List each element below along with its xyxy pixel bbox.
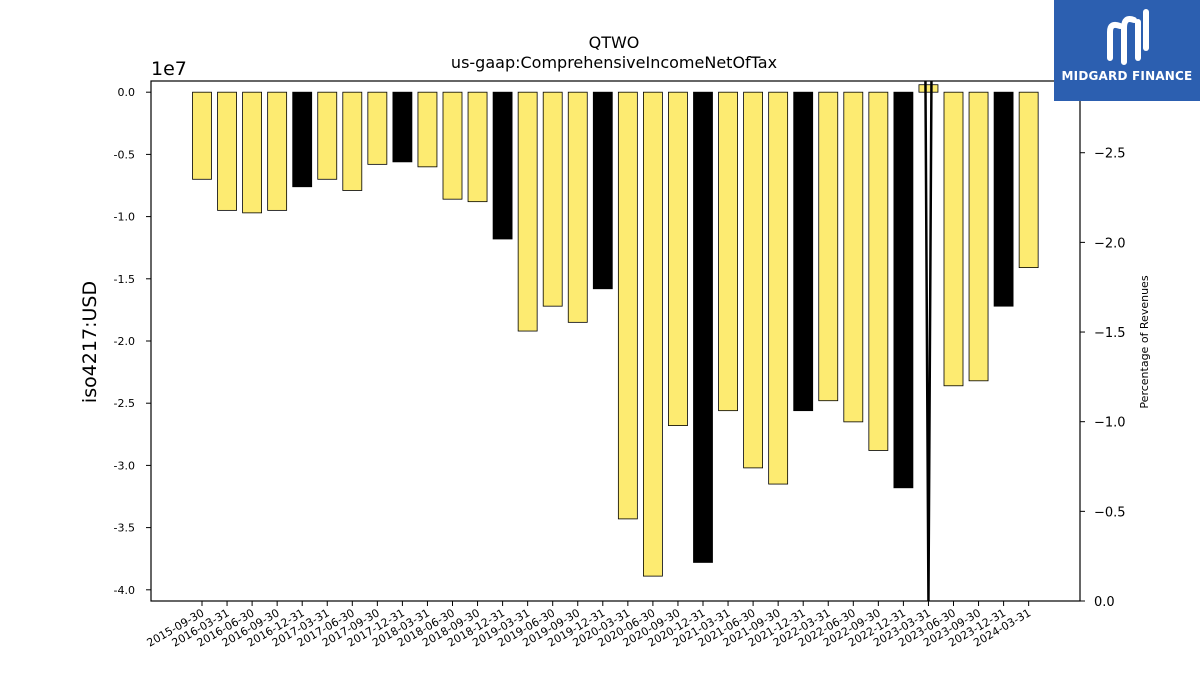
y-tick-label: -1.5	[114, 273, 135, 286]
chart-subtitle: us-gaap:ComprehensiveIncomeNetOfTax	[451, 53, 777, 72]
chart-title: QTWO	[589, 33, 640, 52]
bar	[267, 91, 288, 211]
bar	[492, 91, 513, 240]
bar	[192, 91, 212, 180]
bar	[292, 91, 313, 188]
y2-tick-label: −1.0	[1094, 416, 1126, 431]
y-tick-label: -4.0	[114, 584, 135, 597]
bar	[918, 84, 939, 93]
bar	[567, 91, 588, 323]
bar	[793, 91, 814, 412]
y-tick-label: -1.0	[114, 211, 135, 224]
bar	[943, 91, 964, 387]
bar	[342, 91, 363, 191]
plot-frame	[150, 80, 1081, 602]
bar	[768, 91, 789, 485]
bar	[392, 91, 413, 163]
y-tick-label: 0.0	[118, 86, 136, 99]
y2-tick-label: −1.5	[1094, 326, 1126, 341]
y2-axis-label: Percentage of Revenues	[1138, 275, 1151, 408]
y-tick-label: -3.5	[114, 522, 135, 535]
y-tick-label: -3.0	[114, 459, 135, 472]
bar	[668, 91, 688, 426]
bar	[643, 91, 663, 577]
bar	[617, 91, 638, 520]
y-tick-label: -2.5	[114, 397, 135, 410]
bar	[993, 91, 1014, 307]
bar	[317, 91, 338, 180]
y2-tick-label: −0.5	[1094, 505, 1126, 520]
y-tick-label: -0.5	[114, 148, 135, 161]
bar	[843, 91, 864, 423]
bar	[743, 91, 763, 469]
bar	[893, 91, 914, 489]
bar	[217, 91, 237, 211]
bar	[718, 91, 738, 412]
bar	[542, 91, 563, 307]
y-tick-label: -2.0	[114, 335, 135, 348]
y-axis-label: iso4217:USD	[79, 281, 101, 403]
y2-tick-label: 0.0	[1094, 595, 1115, 610]
bar	[968, 91, 989, 382]
bar	[868, 91, 889, 451]
bar	[592, 91, 613, 290]
bar	[517, 91, 538, 332]
brand-name: MIDGARD FINANCE	[1061, 69, 1193, 83]
y2-tick-label: −2.0	[1094, 236, 1126, 251]
bar	[467, 91, 488, 203]
y2-tick-label: −2.5	[1094, 147, 1126, 162]
pct-revenue-line	[924, 80, 933, 602]
y-offset-label: 1e7	[151, 58, 187, 80]
bar	[367, 91, 388, 165]
bar	[442, 91, 463, 200]
bar	[818, 91, 839, 402]
midgard-logo-icon	[1107, 9, 1149, 65]
bar	[417, 91, 438, 168]
bar	[242, 91, 263, 214]
bar	[693, 91, 713, 563]
bar	[1018, 91, 1039, 269]
